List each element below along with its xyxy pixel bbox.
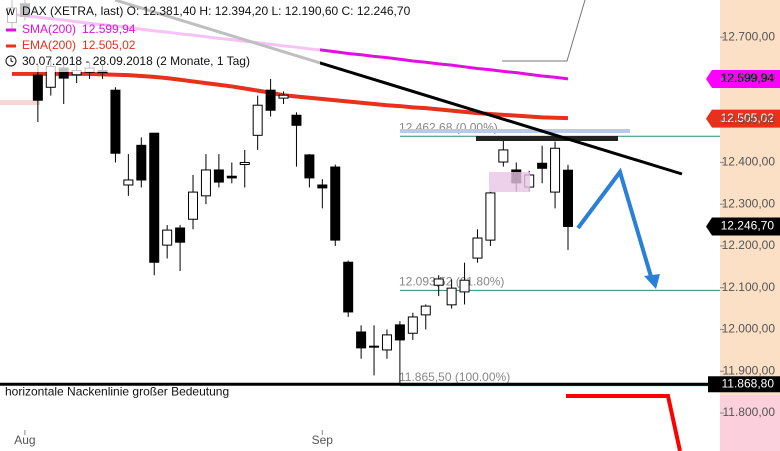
candle-body [369,345,380,348]
candle-body [188,191,199,220]
axis-background [720,0,780,395]
ma-line [12,71,569,121]
candle-body [136,144,147,181]
candle-body [459,279,470,293]
legend-value: 12.505,02 [82,38,136,52]
connector [502,0,586,62]
annotation: horizontale Nackenlinie großer Bedeutung [5,384,229,398]
arrow-head [644,274,660,289]
price-label-box [706,217,780,236]
candle-body [265,89,276,111]
candle-body [278,94,289,99]
candle-body [550,147,561,193]
price-label: 12.246,70 [721,219,775,233]
date-range: 30.07.2018 - 28.09.2018 (2 Monate, 1 Tag… [22,54,250,68]
candle-body [485,192,496,241]
forecast-line [566,394,682,451]
candle-body [394,324,405,341]
candle-body [162,229,173,246]
highlight-zone [489,172,530,192]
candle-body [343,261,354,313]
y-tick-label: 12.200,00 [722,238,776,252]
candle-body [472,237,483,259]
price-label-box [706,69,780,88]
candle-body [175,227,186,243]
candle-body [239,161,250,166]
legend-value: 12.599,94 [82,22,136,36]
candle-body [420,305,431,316]
level-label: 11.865,50 (100.00%) [399,370,510,384]
candle-body [356,331,367,349]
candle-body [317,184,328,189]
candle-body [381,334,392,351]
candle-body [304,154,315,179]
candle-body [537,162,548,169]
candle-body [446,287,457,306]
resistance-box [476,136,618,141]
legend-label: SMA(200) [22,22,76,36]
y-tick-label: 12.100,00 [722,280,776,294]
candle-body [498,149,509,163]
candle-body [291,114,302,126]
candle-body [407,316,418,334]
candle-body [32,74,43,101]
price-label-box [708,376,780,393]
x-tick-label: Aug [14,433,35,447]
y-tick-label: 11.800,00 [723,405,776,419]
candle-body [562,169,573,227]
price-label: 12.599,94 [721,71,775,85]
candle-body [433,278,444,286]
candle-body [149,132,160,263]
candle-body [200,169,211,197]
clock-icon [5,55,17,67]
legend-label: EMA(200) [22,38,76,52]
candle-body [252,104,263,136]
y-tick-label: 12.000,00 [722,322,776,336]
price-label: 12.505,02 [721,111,775,125]
legend-background [0,0,320,72]
candle-body [213,169,224,183]
price-label: 11.868,80 [722,376,775,390]
y-tick-label: 12.700,00 [722,29,776,43]
highlight-zone [400,129,630,133]
highlight [0,100,40,105]
clock-hand [10,58,14,63]
axis-background [720,395,780,451]
candle-body [330,166,341,241]
x-tick-label: Sep [312,433,334,447]
legend-icon: w [5,4,15,18]
y-tick-label: 12.300,00 [722,196,776,210]
forecast-arrow [576,167,654,281]
y-tick-label: 12.400,00 [722,155,776,169]
overlay: horizontale Nackenlinie großer Bedeutung… [0,69,780,398]
candle-body [110,89,121,154]
y-tick-label: 12.600,00 [722,71,776,85]
candle-body [123,179,134,186]
y-tick-label: 12.500,00 [722,113,776,127]
candle-body [226,175,237,179]
legend-title: DAX (XETRA, last) O: 12.381,40 H: 12.394… [22,4,411,18]
y-tick-label: 11.900,00 [723,363,776,377]
price-label-box [706,109,780,128]
